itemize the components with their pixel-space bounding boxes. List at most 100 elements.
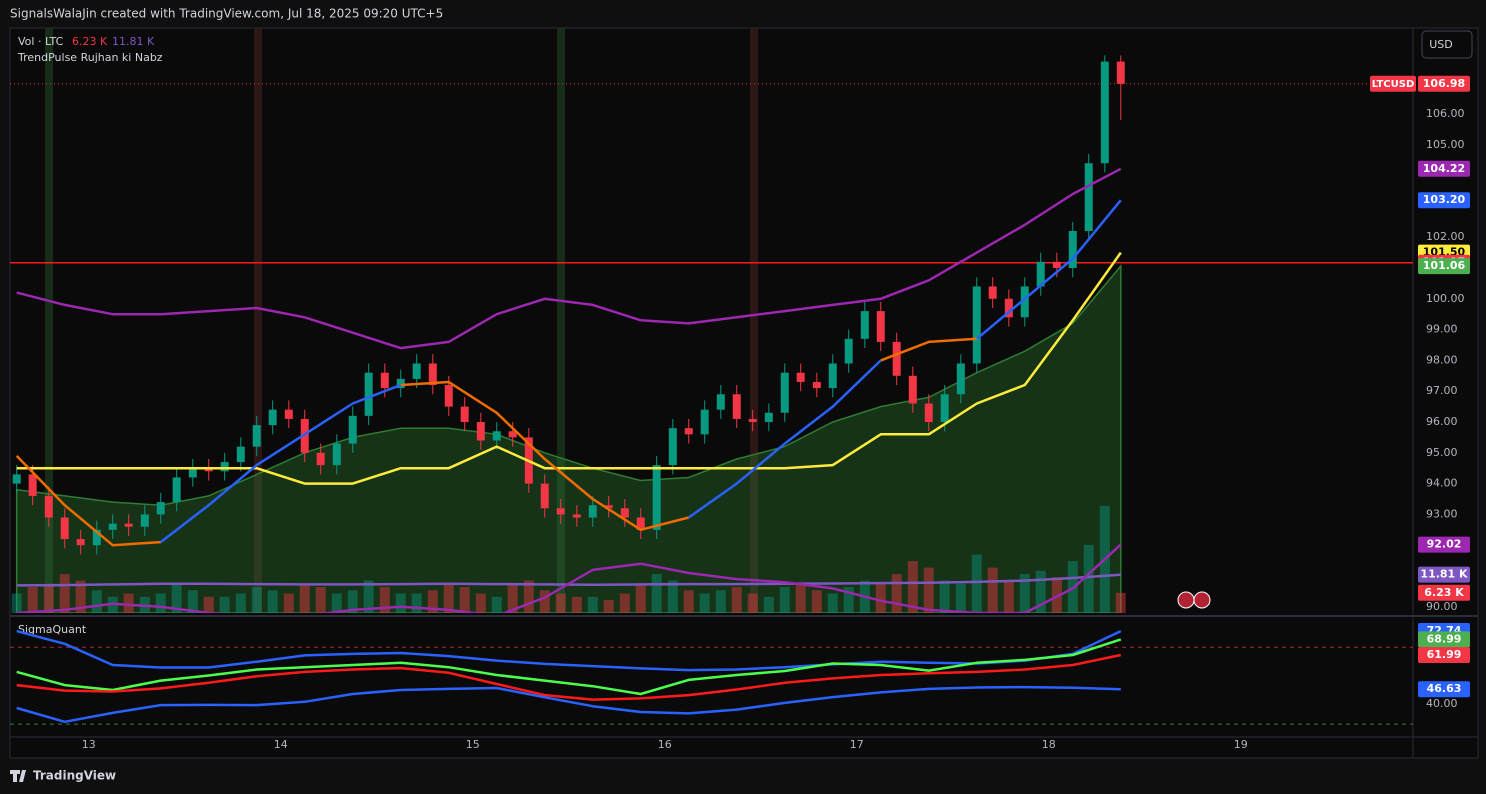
volume-bar	[251, 587, 262, 613]
volume-bar	[91, 590, 102, 613]
price-label-box	[1418, 647, 1470, 664]
oscillator-line	[16, 685, 1121, 724]
volume-bar	[715, 590, 726, 613]
price-label: 46.63	[1427, 682, 1462, 695]
candle-body	[508, 431, 517, 438]
legend-volume: Vol · LTC	[18, 35, 64, 48]
volume-bar	[1083, 544, 1094, 613]
volume-bar	[283, 593, 294, 613]
candle-body	[188, 468, 197, 478]
candle-body	[732, 394, 741, 419]
volume-bar	[907, 561, 918, 613]
oscillator-line	[16, 653, 1122, 701]
volume-bar	[683, 590, 694, 613]
volume-bar	[539, 590, 550, 613]
volume-bar	[1019, 574, 1030, 613]
candle-body	[364, 372, 373, 416]
volume-bar	[491, 596, 502, 613]
price-label-box	[1418, 631, 1470, 648]
oscillator-pane	[10, 629, 1413, 725]
event-icon[interactable]	[1177, 591, 1195, 609]
volume-bar	[443, 583, 454, 613]
volume-bar	[411, 593, 422, 613]
candle-body	[812, 381, 821, 389]
candle-body	[860, 311, 869, 339]
oscillator-line	[16, 629, 1122, 672]
volume-bar	[699, 593, 710, 613]
legend-indicator: TrendPulse Rujhan ki Nabz	[17, 51, 163, 64]
volume-bar	[155, 593, 166, 613]
volume-bar	[75, 580, 86, 613]
candle-body	[972, 286, 981, 364]
candle-body	[476, 422, 485, 441]
price-label-box	[1418, 75, 1470, 92]
price-label: 104.22	[1423, 162, 1465, 175]
volume-bar	[171, 583, 182, 613]
volume-bar	[347, 590, 358, 613]
price-label-box	[1418, 160, 1470, 177]
price-label: 61.99	[1427, 648, 1462, 661]
volume-bar	[59, 574, 70, 613]
overlay-line	[16, 251, 1122, 485]
overlay-line	[880, 337, 977, 362]
candle-body	[156, 502, 165, 515]
candle-body	[220, 462, 229, 472]
price-label: 92.02	[1427, 538, 1462, 551]
y-tick-label: 102.00	[1426, 230, 1465, 243]
x-tick-label: 19	[1234, 738, 1248, 751]
signal-stripe	[750, 28, 758, 613]
volume-bar	[331, 593, 342, 613]
price-pane	[10, 55, 1413, 613]
currency-button[interactable]	[1421, 30, 1473, 59]
volume-bar	[187, 590, 198, 613]
x-tick-label: 18	[1042, 738, 1056, 751]
cloud-area	[15, 264, 1122, 613]
candle-body	[956, 363, 965, 395]
symbol-label: LTCUSD	[1372, 79, 1415, 90]
price-label-box	[1418, 681, 1470, 698]
volume-bar	[619, 593, 630, 613]
candle-body	[348, 415, 357, 444]
candle-body	[492, 431, 501, 441]
currency[interactable]: USD	[1429, 38, 1453, 51]
volume-bar	[603, 600, 614, 613]
volume-bar	[1003, 580, 1014, 613]
volume-bar	[651, 574, 662, 613]
y-tick-label: 40.00	[1426, 697, 1458, 710]
brand: TradingView	[33, 769, 116, 783]
price-label-box	[1418, 584, 1470, 601]
candle-body	[460, 406, 469, 423]
y-tick-label: 99.00	[1426, 323, 1458, 336]
candle-body	[412, 363, 421, 379]
volume-bar	[315, 587, 326, 613]
candle-body	[316, 452, 325, 466]
volume-bar	[731, 587, 742, 613]
candle-body	[76, 539, 85, 546]
x-tick-label: 15	[466, 738, 480, 751]
candle-body	[1036, 261, 1045, 287]
volume-bar	[267, 590, 278, 613]
volume-bar	[987, 567, 998, 613]
axes: 13 14 15 16 17 18 19 106.00 105.00 102.00 100.00 99…	[82, 75, 1470, 751]
candle-body	[44, 495, 53, 518]
legend-volume-value: 6.23 K	[72, 35, 108, 48]
candle-body	[540, 483, 549, 509]
overlay-line	[15, 455, 161, 547]
candle-body	[428, 363, 437, 386]
price-label: 101.06	[1423, 259, 1466, 272]
candle-body	[396, 378, 405, 389]
signal-stripe	[254, 28, 262, 613]
volume-bar	[523, 580, 534, 613]
price-label: 68.99	[1427, 632, 1462, 645]
candle-body	[780, 372, 789, 413]
volume-bar	[459, 587, 470, 613]
signal-stripe	[45, 28, 53, 613]
candle-body	[636, 517, 645, 530]
candle-body	[652, 465, 661, 530]
y-tick-label: 95.00	[1426, 446, 1458, 459]
candle-body	[268, 409, 277, 426]
overlay-line	[975, 199, 1122, 340]
chart-title: SignalsWalaJin created with TradingView.…	[10, 7, 443, 21]
candle-body	[284, 409, 293, 419]
event-icon[interactable]	[1193, 591, 1211, 609]
